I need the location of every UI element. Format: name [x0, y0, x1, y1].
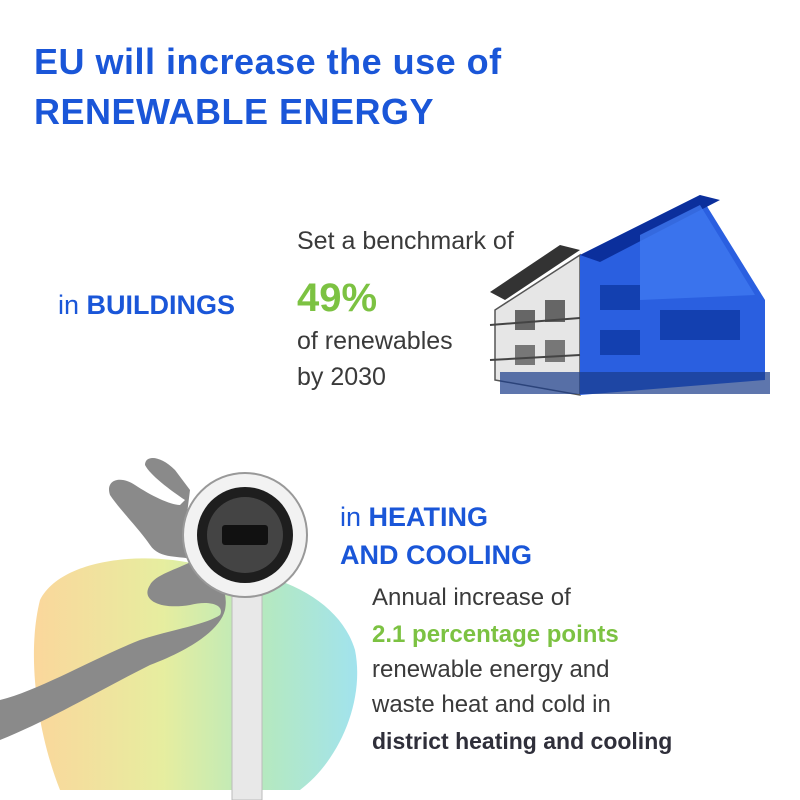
building-image [489, 195, 770, 396]
leaf-pattern [33, 558, 358, 790]
heading-label: AND COOLING [340, 540, 532, 570]
heading-label: BUILDINGS [86, 290, 236, 320]
hand-image [0, 458, 226, 740]
section-heading: AND COOLING [340, 542, 532, 569]
heading-label: HEATING [368, 502, 489, 532]
text-line: renewable energy and [372, 656, 610, 683]
heading-prefix: in [58, 290, 80, 320]
highlight-value: 49% [297, 276, 378, 320]
text-line: Annual increase of [372, 584, 571, 611]
text-line: by 2030 [297, 363, 386, 391]
thermostat-image [182, 472, 308, 800]
title: RENEWABLE ENERGY [34, 91, 435, 132]
text-line: Set a benchmark of [297, 227, 514, 255]
section-heading: in BUILDINGS [58, 292, 235, 319]
text-line: of renewables [297, 327, 453, 355]
section-heading: in HEATING [340, 504, 488, 531]
title: EU will increase the use of [34, 41, 502, 82]
text-line: waste heat and cold in [372, 691, 611, 718]
highlight-value: 2.1 percentage points [372, 621, 619, 648]
heading-prefix: in [340, 502, 362, 532]
text-line: district heating and cooling [372, 728, 673, 754]
